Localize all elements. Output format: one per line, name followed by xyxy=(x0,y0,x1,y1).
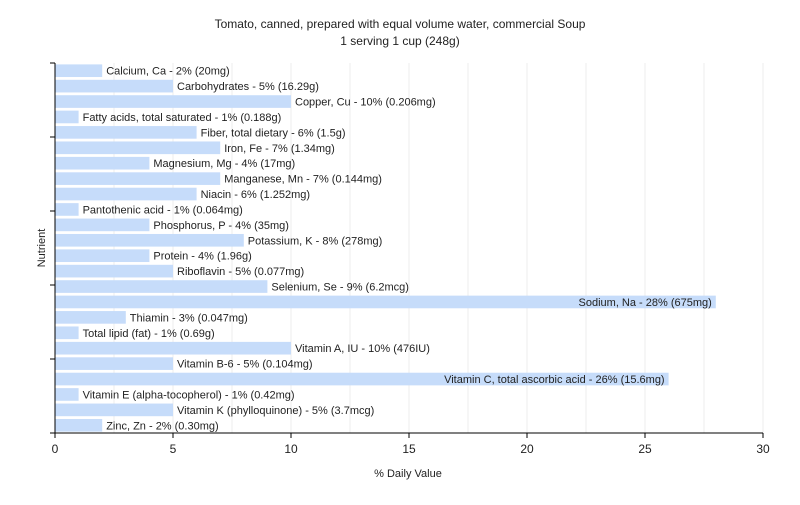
bar xyxy=(55,218,150,232)
bar xyxy=(55,172,221,185)
bar xyxy=(55,372,669,386)
bar-label: Protein - 4% (1.96g) xyxy=(153,251,251,263)
bar-label: Pantothenic acid - 1% (0.064mg) xyxy=(83,204,243,216)
bar xyxy=(55,326,79,340)
bar xyxy=(55,403,173,417)
bar-label: Magnesium, Mg - 4% (17mg) xyxy=(153,158,295,170)
bar xyxy=(55,141,221,155)
axes: 0 5 10 15 20 25 30 xyxy=(50,62,770,456)
bar-label: Vitamin E (alpha-tocopherol) - 1% (0.42m… xyxy=(83,389,295,401)
chart-subtitle: 1 serving 1 cup (248g) xyxy=(340,34,459,48)
bar-label: Riboflavin - 5% (0.077mg) xyxy=(177,266,304,278)
x-tick-label: 5 xyxy=(170,442,177,456)
bar xyxy=(55,233,244,247)
bar-label: Vitamin B-6 - 5% (0.104mg) xyxy=(177,359,313,371)
x-tick-label: 10 xyxy=(284,442,298,456)
bar xyxy=(55,187,197,201)
x-tick-label: 0 xyxy=(52,442,59,456)
y-axis-label: Nutrient xyxy=(36,229,48,268)
bar xyxy=(55,126,197,139)
bar-label: Vitamin A, IU - 10% (476IU) xyxy=(295,343,430,355)
bar-label: Phosphorus, P - 4% (35mg) xyxy=(153,220,289,232)
bar-label: Manganese, Mn - 7% (0.144mg) xyxy=(224,174,382,186)
bar xyxy=(55,311,126,324)
x-tick-label: 15 xyxy=(402,442,416,456)
bar xyxy=(55,264,173,278)
bar xyxy=(55,388,79,401)
bar xyxy=(55,295,716,309)
bar-label: Selenium, Se - 9% (6.2mcg) xyxy=(271,282,409,294)
bar-label: Niacin - 6% (1.252mg) xyxy=(201,189,310,201)
x-tick-label: 25 xyxy=(638,442,652,456)
bar-label: Vitamin K (phylloquinone) - 5% (3.7mcg) xyxy=(177,405,374,417)
bar-label: Total lipid (fat) - 1% (0.69g) xyxy=(83,328,215,340)
x-axis-label: % Daily Value xyxy=(374,468,442,480)
bar-label: Fatty acids, total saturated - 1% (0.188… xyxy=(83,112,282,124)
x-tick-label: 20 xyxy=(520,442,534,456)
bar-label: Carbohydrates - 5% (16.29g) xyxy=(177,81,319,93)
bar xyxy=(55,95,291,108)
bar xyxy=(55,249,150,263)
bar xyxy=(55,203,79,216)
bar xyxy=(55,280,268,293)
bar-label: Iron, Fe - 7% (1.34mg) xyxy=(224,143,335,155)
bar xyxy=(55,418,103,432)
grid-lines xyxy=(113,63,764,433)
x-tick-label: 30 xyxy=(756,442,770,456)
chart-title: Tomato, canned, prepared with equal volu… xyxy=(215,17,586,31)
bar-label: Vitamin C, total ascorbic acid - 26% (15… xyxy=(444,374,665,386)
bar xyxy=(55,110,79,124)
bar-label: Potassium, K - 8% (278mg) xyxy=(248,235,382,247)
bar-label: Zinc, Zn - 2% (0.30mg) xyxy=(106,420,218,432)
bar xyxy=(55,341,291,355)
bar-label: Copper, Cu - 10% (0.206mg) xyxy=(295,97,436,109)
bar-label: Thiamin - 3% (0.047mg) xyxy=(130,312,248,324)
bar xyxy=(55,64,103,78)
bar xyxy=(55,357,173,370)
bars: Calcium, Ca - 2% (20mg) Carbohydrates - 5… xyxy=(55,64,716,432)
bar xyxy=(55,156,150,170)
bar-label: Sodium, Na - 28% (675mg) xyxy=(579,297,712,309)
bar xyxy=(55,79,173,93)
bar-label: Fiber, total dietary - 6% (1.5g) xyxy=(201,127,346,139)
bar-label: Calcium, Ca - 2% (20mg) xyxy=(106,66,229,78)
